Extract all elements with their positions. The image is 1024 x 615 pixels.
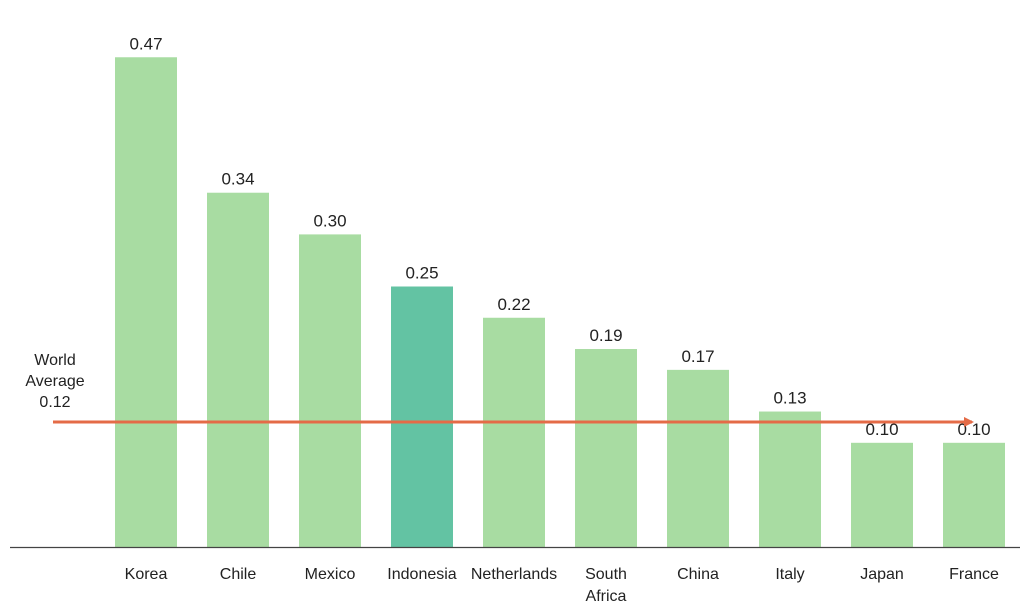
bar-mexico xyxy=(299,234,361,547)
value-labels-group: 0.470.340.300.250.220.190.170.130.10 0.10 xyxy=(129,34,990,439)
bar-korea xyxy=(115,57,177,547)
x-tick-label-china: China xyxy=(677,566,719,583)
x-tick-label-chile: Chile xyxy=(220,566,257,583)
bar-chile xyxy=(207,192,269,547)
value-label-italy: 0.13 xyxy=(773,389,806,408)
bar-indonesia xyxy=(391,286,453,547)
bar-italy xyxy=(759,411,821,547)
value-label-south-africa: 0.19 xyxy=(589,326,622,345)
x-tick-labels-group: Korea Chile Mexico Indonesia Netherlands Sout… xyxy=(125,566,999,605)
bar-japan xyxy=(851,442,913,547)
x-tick-label-netherlands: Netherlands xyxy=(471,566,557,583)
x-tick-label-france: France xyxy=(949,566,999,583)
bar-france xyxy=(943,442,1005,547)
x-tick-label-indonesia: Indonesia xyxy=(387,566,456,583)
value-label-netherlands: 0.22 xyxy=(497,295,530,314)
world-average-text: World Average 0.12 xyxy=(25,352,84,411)
value-label-chile: 0.34 xyxy=(221,170,254,189)
x-tick-label-japan: Japan xyxy=(860,566,904,583)
value-label-korea: 0.47 xyxy=(129,34,162,53)
bar-netherlands xyxy=(483,317,545,547)
x-tick-label-south-africa: South Africa xyxy=(585,566,627,605)
bar-south-africa xyxy=(575,349,637,547)
value-label-mexico: 0.30 xyxy=(313,211,346,230)
x-tick-label-korea: Korea xyxy=(125,566,168,583)
value-label-japan: 0.10 xyxy=(865,420,898,439)
x-tick-label-italy: Italy xyxy=(775,566,804,583)
value-label-china: 0.17 xyxy=(681,347,714,366)
bars-group xyxy=(115,57,1005,547)
value-label-indonesia: 0.25 xyxy=(405,264,438,283)
bar-china xyxy=(667,369,729,547)
world-average-label: World Average 0.12 xyxy=(25,352,84,411)
x-tick-label-mexico: Mexico xyxy=(305,566,356,583)
